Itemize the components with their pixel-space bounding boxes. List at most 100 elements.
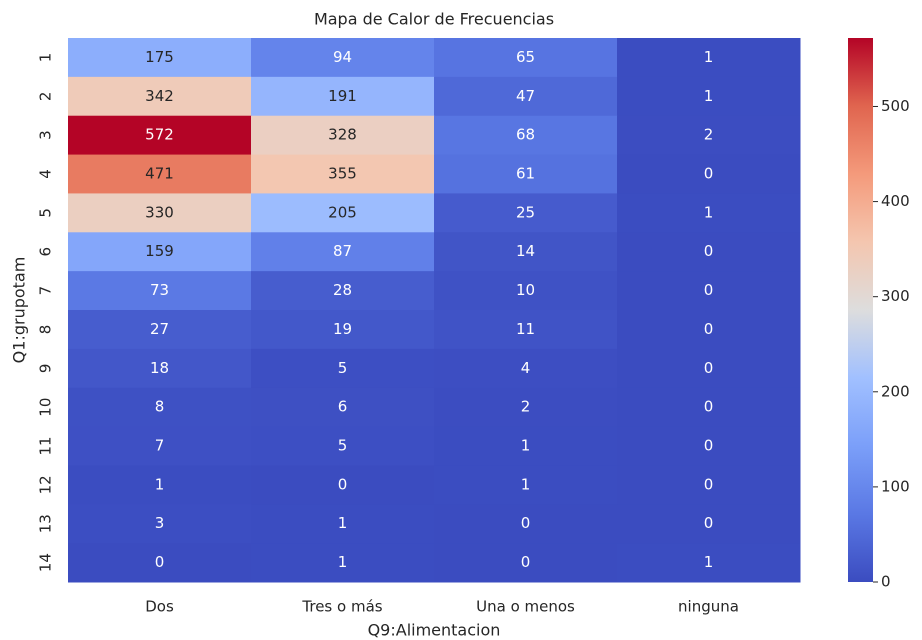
colorbar-tick-label: 100: [881, 477, 910, 495]
heatmap-cell: [251, 271, 435, 311]
heatmap-cell: [617, 543, 801, 583]
heatmap-cell: [251, 543, 435, 583]
x-tick-label: Tres o más: [301, 598, 382, 616]
y-tick-label: 11: [37, 436, 55, 455]
heatmap-cell: [68, 465, 252, 505]
heatmap-cell: [434, 38, 618, 78]
heatmap-cell: [68, 38, 252, 78]
x-tick-label: Una o menos: [476, 598, 575, 616]
cell-label: 7: [155, 437, 165, 455]
x-tick-label: Dos: [145, 598, 174, 616]
cell-label: 3: [155, 514, 165, 532]
cell-label: 94: [333, 48, 352, 66]
cell-label: 0: [704, 165, 714, 183]
cell-label: 1: [155, 475, 165, 493]
colorbar-tick-label: 500: [881, 97, 910, 115]
cell-label: 28: [333, 281, 352, 299]
cell-label: 1: [704, 553, 714, 571]
y-tick-label: 2: [37, 92, 55, 102]
heatmap-cell: [434, 348, 618, 389]
heatmap-cell: [617, 76, 801, 117]
cell-label: 19: [333, 320, 352, 338]
cell-label: 205: [328, 203, 357, 221]
heatmap-cell: [434, 193, 618, 233]
colorbar-tick-label: 0: [881, 573, 891, 591]
colorbar-tick-label: 400: [881, 192, 910, 210]
y-tick-label: 3: [37, 130, 55, 140]
heatmap-cell: [434, 426, 618, 466]
heatmap-cell: [68, 115, 252, 156]
heatmap-cell: [251, 154, 435, 194]
cell-label: 0: [521, 553, 531, 571]
cell-label: 0: [338, 475, 348, 493]
cell-label: 328: [328, 126, 357, 144]
cell-label: 0: [704, 514, 714, 532]
cell-label: 0: [704, 281, 714, 299]
y-tick-label: 13: [37, 514, 55, 533]
y-tick-label: 5: [37, 208, 55, 218]
heatmap-cell: [617, 387, 801, 428]
cell-label: 2: [704, 126, 714, 144]
heatmap-cell: [434, 465, 618, 505]
heatmap-cell: [68, 348, 252, 389]
heatmap-cell: [251, 387, 435, 428]
cell-label: 61: [516, 165, 535, 183]
cell-label: 68: [516, 126, 535, 144]
heatmap-cell: [617, 310, 801, 350]
heatmap-cell: [434, 504, 618, 544]
y-tick-label: 12: [37, 475, 55, 494]
colorbar-tick-label: 300: [881, 287, 910, 305]
cell-label: 10: [516, 281, 535, 299]
heatmap-cell: [617, 426, 801, 466]
x-tick-label: ninguna: [678, 598, 739, 616]
colorbar-tick-label: 200: [881, 382, 910, 400]
heatmap-cell: [617, 154, 801, 194]
y-tick-label: 4: [37, 169, 55, 179]
heatmap-cell: [68, 310, 252, 350]
cell-label: 1: [704, 48, 714, 66]
cell-label: 1: [704, 87, 714, 105]
cell-label: 1: [521, 437, 531, 455]
heatmap-cell: [68, 232, 252, 272]
cell-label: 1: [521, 475, 531, 493]
cell-label: 25: [516, 203, 535, 221]
cell-label: 175: [145, 48, 174, 66]
heatmap-cell: [251, 310, 435, 350]
y-tick-label: 14: [37, 553, 55, 572]
cell-label: 1: [338, 514, 348, 532]
cell-label: 0: [704, 242, 714, 260]
heatmap-cell: [434, 543, 618, 583]
heatmap-cell: [617, 232, 801, 272]
chart-title: Mapa de Calor de Frecuencias: [314, 10, 554, 29]
heatmap-cell: [251, 115, 435, 156]
heatmap-cell: [434, 115, 618, 156]
heatmap-cell: [68, 543, 252, 583]
heatmap-cell: [68, 193, 252, 233]
heatmap-cell: [617, 38, 801, 78]
cell-label: 191: [328, 87, 357, 105]
heatmap-cell: [434, 76, 618, 117]
heatmap-cell: [68, 154, 252, 194]
heatmap-cell: [251, 426, 435, 466]
colorbar: [848, 38, 873, 582]
y-tick-label: 7: [37, 286, 55, 296]
y-tick-label: 8: [37, 325, 55, 335]
x-axis-label: Q9:Alimentacion: [368, 621, 501, 640]
heatmap-cell: [617, 465, 801, 505]
cell-label: 330: [145, 203, 174, 221]
cell-label: 11: [516, 320, 535, 338]
heatmap-cell: [617, 115, 801, 156]
y-tick-label: 6: [37, 247, 55, 257]
heatmap-cell: [251, 193, 435, 233]
cell-label: 572: [145, 126, 174, 144]
cell-label: 159: [145, 242, 174, 260]
cell-label: 0: [704, 398, 714, 416]
cell-label: 0: [155, 553, 165, 571]
heatmap-cell: [68, 387, 252, 428]
heatmap-cell: [251, 38, 435, 78]
cell-label: 1: [338, 553, 348, 571]
heatmap-cell: [617, 348, 801, 389]
y-axis-label: Q1:grupotam: [10, 257, 29, 364]
cell-label: 87: [333, 242, 352, 260]
